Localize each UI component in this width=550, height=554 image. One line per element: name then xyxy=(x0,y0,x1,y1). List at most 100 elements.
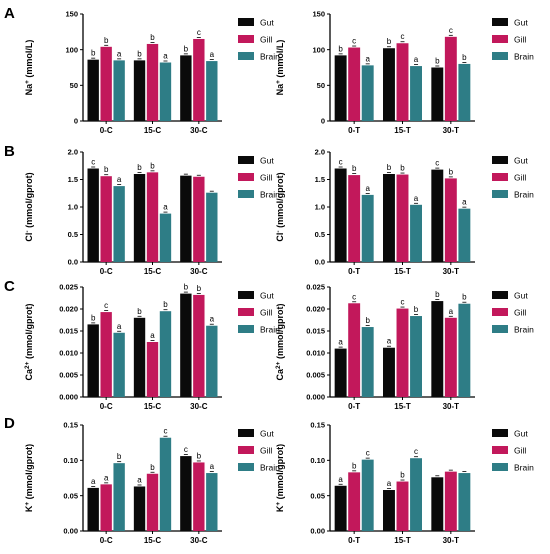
y-tick-label: 0.020 xyxy=(59,305,78,314)
bar-gill xyxy=(348,472,361,531)
significance-letter: c xyxy=(366,449,370,458)
bar-gut xyxy=(180,175,192,262)
y-tick-label: 50 xyxy=(317,81,325,90)
legend-swatch-gut xyxy=(238,429,254,437)
legend-swatch-brain xyxy=(492,52,508,60)
bar-gut xyxy=(383,347,395,397)
legend-swatch-gill xyxy=(238,446,254,454)
significance-letter: a xyxy=(338,338,343,347)
y-tick-label: 0.0 xyxy=(68,258,78,267)
legend-swatch-gut xyxy=(492,429,508,437)
bar-brain xyxy=(410,458,422,531)
y-tick-label: 0.15 xyxy=(310,421,325,430)
y-tick-label: 150 xyxy=(65,10,78,19)
bar-brain xyxy=(206,61,218,121)
bar-gut xyxy=(334,485,347,531)
legend-label: Gill xyxy=(260,35,272,45)
significance-letter: b xyxy=(435,290,440,299)
bar-brain xyxy=(458,63,471,121)
significance-letter: a xyxy=(117,175,122,184)
x-tick-label: 30-C xyxy=(190,267,208,276)
significance-letter: a xyxy=(387,479,392,488)
significance-letter: a xyxy=(210,50,215,59)
significance-letter: a xyxy=(163,52,168,61)
legend-swatch-brain xyxy=(238,52,254,60)
bar-gill xyxy=(396,174,409,262)
panel-letter: A xyxy=(4,5,15,22)
y-tick-label: 0.000 xyxy=(306,393,325,402)
x-tick-label: 0-C xyxy=(100,126,113,135)
y-tick-label: 0.5 xyxy=(68,230,78,239)
bar-brain xyxy=(458,208,471,262)
y-tick-label: 50 xyxy=(70,81,78,90)
x-tick-label: 15-T xyxy=(394,402,411,411)
significance-letter: b xyxy=(352,461,357,470)
legend-label: Brain xyxy=(514,463,534,473)
bar-gill xyxy=(100,484,112,531)
bar-brain xyxy=(410,316,422,397)
x-tick-label: 0-T xyxy=(348,126,360,135)
legend-swatch-brain xyxy=(238,463,254,471)
x-tick-label: 15-T xyxy=(394,267,411,276)
significance-letter: b xyxy=(137,307,142,316)
x-tick-label: 15-T xyxy=(394,126,411,135)
bar-gill xyxy=(444,36,457,121)
bar-brain xyxy=(361,194,374,262)
bar-gill xyxy=(146,342,159,397)
y-tick-label: 0.005 xyxy=(59,371,78,380)
bar-brain xyxy=(206,473,218,531)
legend-label: Gill xyxy=(514,173,526,183)
bar-brain xyxy=(361,327,374,397)
bar-brain xyxy=(113,332,125,397)
significance-letter: b xyxy=(197,451,202,460)
significance-letter: b xyxy=(449,167,454,176)
significance-letter: a xyxy=(210,462,215,471)
significance-letter: b xyxy=(91,49,96,58)
significance-letter: b xyxy=(414,305,419,314)
y-tick-label: 1.0 xyxy=(68,203,78,212)
bar-gill xyxy=(100,46,112,121)
y-tick-label: 0 xyxy=(74,117,78,126)
bar-gill xyxy=(193,294,205,397)
bar-gill xyxy=(348,47,361,121)
y-tick-label: 0.025 xyxy=(59,283,78,292)
x-tick-label: 30-T xyxy=(443,536,460,545)
y-tick-label: 0.020 xyxy=(306,305,325,314)
y-tick-label: 0.025 xyxy=(306,283,325,292)
y-tick-label: 2.0 xyxy=(68,148,78,157)
x-tick-label: 30-C xyxy=(190,402,208,411)
legend-label: Brain xyxy=(260,463,280,473)
x-tick-label: 0-C xyxy=(100,267,113,276)
bar-brain xyxy=(410,204,422,262)
y-tick-label: 0 xyxy=(321,117,325,126)
significance-letter: b xyxy=(338,44,343,53)
significance-letter: a xyxy=(163,203,168,212)
bar-gut xyxy=(133,486,146,531)
legend-swatch-gut xyxy=(492,291,508,299)
significance-letter: a xyxy=(91,477,96,486)
y-axis-label: Na+ (mmol/L) xyxy=(24,40,35,96)
legend-swatch-brain xyxy=(492,463,508,471)
legend-label: Brain xyxy=(514,52,534,62)
x-tick-label: 15-C xyxy=(144,402,162,411)
significance-letter: c xyxy=(414,447,418,456)
bar-gut xyxy=(383,48,395,121)
significance-letter: b xyxy=(104,165,109,174)
y-tick-label: 2.0 xyxy=(315,148,325,157)
significance-letter: a xyxy=(449,307,454,316)
legend-label: Gut xyxy=(514,18,528,28)
significance-letter: b xyxy=(137,163,142,172)
significance-letter: b xyxy=(462,53,467,62)
bar-brain xyxy=(159,62,172,121)
legend-swatch-gill xyxy=(492,35,508,43)
y-tick-label: 100 xyxy=(312,45,325,54)
bar-brain xyxy=(458,473,471,531)
bar-brain xyxy=(458,303,471,397)
x-tick-label: 30-C xyxy=(190,536,208,545)
y-tick-label: 0.10 xyxy=(63,456,78,465)
legend-swatch-gut xyxy=(492,18,508,26)
legend-swatch-gill xyxy=(238,308,254,316)
bar-gut xyxy=(180,293,192,397)
y-tick-label: 0.15 xyxy=(63,421,78,430)
